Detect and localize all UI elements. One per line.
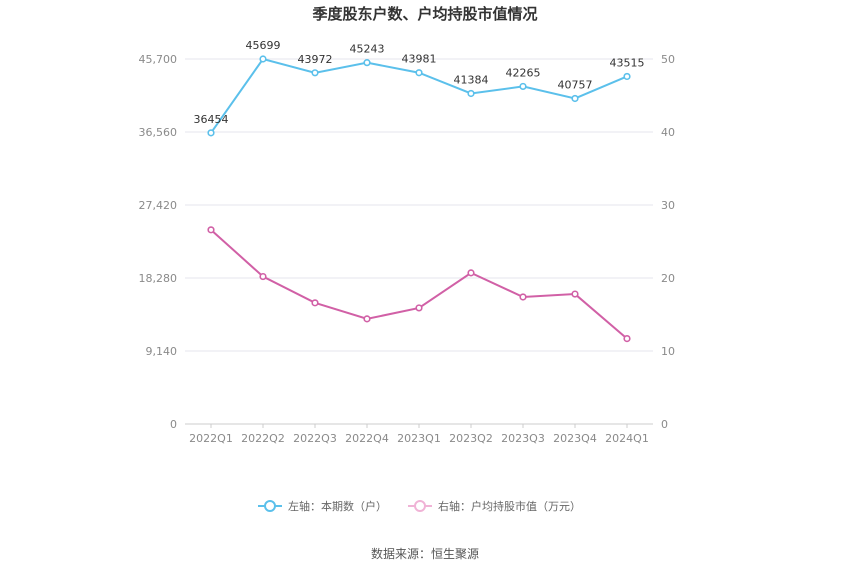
data-point bbox=[415, 304, 423, 312]
left-tick-label: 9,140 bbox=[146, 345, 178, 358]
data-point bbox=[259, 272, 267, 281]
right-tick-label: 40 bbox=[661, 126, 675, 139]
x-tick-label: 2022Q2 bbox=[241, 432, 285, 445]
x-tick-label: 2022Q3 bbox=[293, 432, 337, 445]
data-label: 41384 bbox=[454, 73, 489, 86]
data-label: 40757 bbox=[558, 78, 593, 91]
x-tick-label: 2023Q2 bbox=[449, 432, 493, 445]
x-axis: 2022Q1 2022Q2 2022Q3 2022Q4 2023Q1 2023Q2 2023… bbox=[189, 424, 649, 445]
data-point bbox=[571, 290, 579, 298]
legend-label-households: 左轴：本期数（户） bbox=[288, 499, 387, 513]
data-label: 43972 bbox=[298, 53, 333, 66]
left-tick-label: 0 bbox=[170, 418, 177, 431]
data-label: 42265 bbox=[506, 66, 541, 79]
chart-title: 季度股东户数、户均持股市值情况 bbox=[312, 5, 537, 23]
data-point bbox=[363, 315, 371, 323]
data-point bbox=[259, 55, 267, 63]
legend-label-market-value: 右轴：户均持股市值（万元） bbox=[438, 499, 581, 513]
data-point bbox=[415, 69, 423, 77]
legend-marker-households bbox=[264, 500, 276, 512]
series-layer: 36454 45699 43972 45243 43981 41384 42265 40757… bbox=[194, 39, 645, 343]
x-tick-label: 2022Q4 bbox=[345, 432, 389, 445]
data-label: 43981 bbox=[402, 53, 437, 66]
right-tick-label: 20 bbox=[661, 272, 675, 285]
series-line-1 bbox=[210, 229, 628, 340]
legend-marker-market-value bbox=[414, 500, 426, 512]
data-point bbox=[311, 69, 319, 77]
data-label: 45699 bbox=[246, 39, 281, 52]
left-axis: 0 9,140 18,280 27,420 36,560 45,700 bbox=[139, 53, 178, 431]
x-tick-label: 2023Q3 bbox=[501, 432, 545, 445]
x-tick-label: 2022Q1 bbox=[189, 432, 233, 445]
grid bbox=[185, 58, 653, 425]
legend-item-market-value[interactable]: 右轴：户均持股市值（万元） bbox=[408, 499, 581, 513]
data-point bbox=[623, 334, 631, 343]
right-tick-label: 0 bbox=[661, 418, 668, 431]
data-point bbox=[467, 269, 475, 277]
data-point bbox=[467, 89, 475, 98]
data-point bbox=[571, 94, 579, 103]
data-point bbox=[207, 129, 215, 137]
x-tick-label: 2024Q1 bbox=[605, 432, 649, 445]
left-tick-label: 27,420 bbox=[139, 199, 178, 212]
data-point bbox=[519, 82, 527, 91]
data-label: 43515 bbox=[610, 56, 645, 69]
data-point bbox=[311, 299, 319, 307]
data-point bbox=[363, 59, 371, 67]
x-tick-label: 2023Q1 bbox=[397, 432, 441, 445]
right-tick-label: 30 bbox=[661, 199, 675, 212]
legend-item-households[interactable]: 左轴：本期数（户） bbox=[258, 499, 387, 513]
right-tick-label: 50 bbox=[661, 53, 675, 66]
data-point bbox=[623, 72, 631, 81]
legend[interactable]: 左轴：本期数（户） 右轴：户均持股市值（万元） bbox=[258, 499, 581, 513]
right-tick-label: 10 bbox=[661, 345, 675, 358]
left-tick-label: 45,700 bbox=[139, 53, 178, 66]
right-axis: 0 10 20 30 40 50 bbox=[661, 53, 675, 431]
data-label: 36454 bbox=[194, 113, 229, 126]
source-note: 数据来源：恒生聚源 bbox=[371, 546, 479, 561]
x-tick-label: 2023Q4 bbox=[553, 432, 597, 445]
data-label: 45243 bbox=[350, 43, 385, 56]
data-point bbox=[519, 293, 527, 301]
left-tick-label: 36,560 bbox=[139, 126, 178, 139]
data-point bbox=[207, 226, 215, 234]
left-tick-label: 18,280 bbox=[139, 272, 178, 285]
